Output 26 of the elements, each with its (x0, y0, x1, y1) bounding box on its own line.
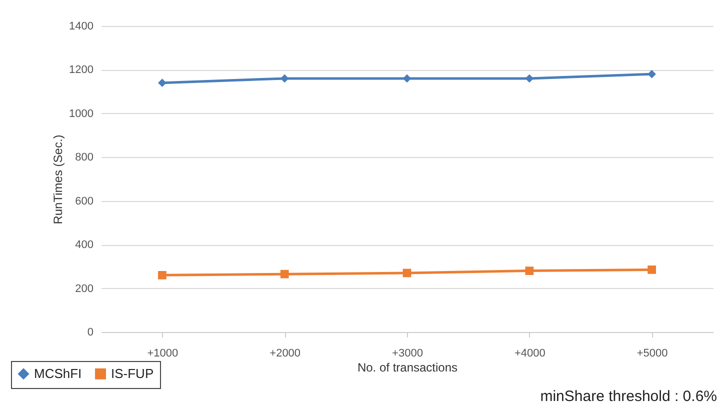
point (648, 70, 656, 78)
point (648, 266, 656, 274)
y-tick-label: 1200 (69, 64, 94, 76)
legend-label: MCShFI (34, 366, 82, 381)
y-axis-title: RunTimes (Sec.) (51, 134, 66, 224)
point (525, 266, 534, 275)
x-tick-label: +2000 (270, 348, 301, 360)
x-tick-label: +1000 (147, 348, 178, 360)
point (280, 270, 289, 278)
legend-label: IS-FUP (111, 366, 154, 381)
y-tick-label: 1000 (69, 108, 94, 120)
y-tick-label: 1400 (69, 20, 94, 32)
x-tick-label: +5000 (636, 348, 668, 360)
point (402, 74, 412, 83)
point (158, 270, 166, 280)
x-tick-label: +3000 (392, 348, 423, 360)
y-tick-label: 600 (75, 195, 94, 208)
text: minShare threshold : 0.6% (540, 388, 717, 405)
y-tick-label: 800 (75, 152, 94, 164)
point (402, 268, 412, 278)
y-tick-label: 200 (75, 282, 94, 295)
point (158, 78, 166, 88)
x-tick-label: +4000 (514, 348, 546, 360)
x-axis-title: No. of transactions (357, 360, 458, 374)
y-tick-label: 0 (87, 326, 94, 338)
y-tick-label: 400 (75, 239, 94, 252)
